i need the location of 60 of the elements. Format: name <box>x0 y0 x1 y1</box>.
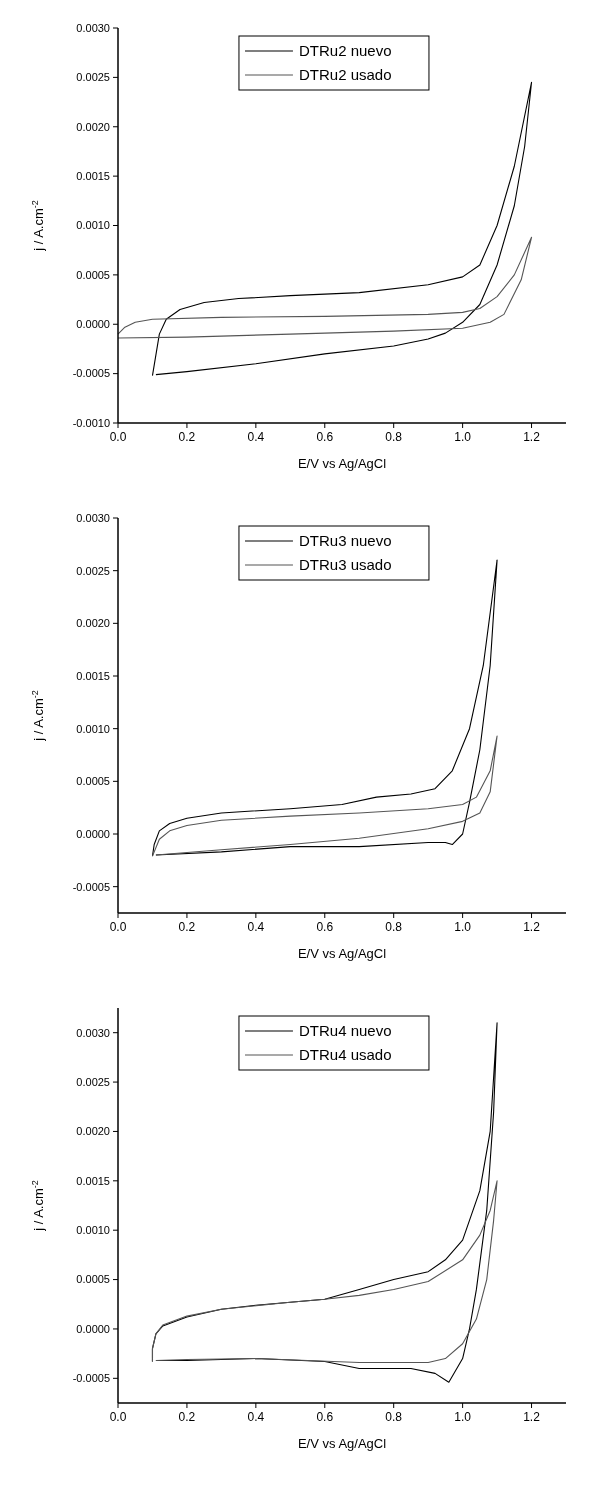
y-tick-label: 0.0020 <box>76 1125 110 1138</box>
x-tick-label: 0.4 <box>247 430 265 444</box>
x-tick-label: 0.0 <box>109 430 127 444</box>
x-tick-label: 1.2 <box>523 920 541 934</box>
x-tick-label: 0.8 <box>385 430 403 444</box>
x-tick-label: 0.8 <box>385 920 403 934</box>
x-tick-label: 0.4 <box>247 1410 265 1424</box>
x-tick-label: 0.0 <box>109 920 127 934</box>
line-series <box>151 735 498 857</box>
y-tick-label: -0.0010 <box>72 416 110 429</box>
x-tick-label: 1.0 <box>454 920 472 934</box>
x-tick-label: 0.4 <box>247 920 265 934</box>
y-tick-label: -0.0005 <box>72 880 110 893</box>
x-tick-label: 0.6 <box>316 430 334 444</box>
legend-label: DTRu2 usado <box>298 66 392 84</box>
y-tick-label: 0.0015 <box>76 669 110 682</box>
x-tick-label: 0.2 <box>178 430 196 444</box>
y-tick-label: 0.0025 <box>76 1075 110 1088</box>
x-tick-label: 1.2 <box>523 1410 541 1424</box>
x-axis-title: E/V vs Ag/AgCl <box>297 1436 387 1451</box>
legend-label: DTRu3 nuevo <box>298 532 392 550</box>
y-tick-label: -0.0005 <box>72 1372 110 1385</box>
x-tick-label: 1.0 <box>454 1410 472 1424</box>
y-tick-label: 0.0005 <box>76 775 110 788</box>
y-tick-label: -0.0005 <box>72 367 110 380</box>
x-tick-label: 0.2 <box>178 1410 196 1424</box>
x-axis-title: E/V vs Ag/AgCl <box>297 456 387 471</box>
y-tick-label: 0.0030 <box>76 21 110 34</box>
x-tick-label: 0.6 <box>316 1410 334 1424</box>
y-tick-label: 0.0030 <box>76 511 110 524</box>
line-series <box>151 81 533 377</box>
y-tick-label: 0.0025 <box>76 71 110 84</box>
y-tick-label: 0.0010 <box>76 219 110 232</box>
x-tick-label: 0.2 <box>178 920 196 934</box>
y-tick-label: 0.0015 <box>76 1174 110 1187</box>
x-tick-label: 0.6 <box>316 920 334 934</box>
legend-label: DTRu4 nuevo <box>298 1022 392 1040</box>
line-series <box>117 236 533 339</box>
line-series <box>151 1180 498 1364</box>
y-tick-label: 0.0020 <box>76 617 110 630</box>
y-tick-label: 0.0005 <box>76 268 110 281</box>
y-tick-label: 0.0015 <box>76 169 110 182</box>
legend-label: DTRu3 usado <box>298 556 392 574</box>
y-tick-label: 0.0005 <box>76 1273 110 1286</box>
y-tick-label: 0.0030 <box>76 1026 110 1039</box>
y-tick-label: 0.0010 <box>76 722 110 735</box>
x-tick-label: 0.0 <box>109 1410 127 1424</box>
y-tick-label: 0.0000 <box>76 1322 110 1335</box>
legend-label: DTRu2 nuevo <box>298 42 392 60</box>
line-series <box>151 559 498 857</box>
y-tick-label: 0.0010 <box>76 1224 110 1237</box>
y-tick-label: 0.0000 <box>76 827 110 840</box>
x-tick-label: 0.8 <box>385 1410 403 1424</box>
legend-label: DTRu4 usado <box>298 1046 392 1064</box>
x-tick-label: 1.0 <box>454 430 472 444</box>
y-tick-label: 0.0020 <box>76 120 110 133</box>
y-tick-label: 0.0025 <box>76 564 110 577</box>
x-tick-label: 1.2 <box>523 430 541 444</box>
x-axis-title: E/V vs Ag/AgCl <box>297 946 387 961</box>
y-tick-label: 0.0000 <box>76 318 110 331</box>
